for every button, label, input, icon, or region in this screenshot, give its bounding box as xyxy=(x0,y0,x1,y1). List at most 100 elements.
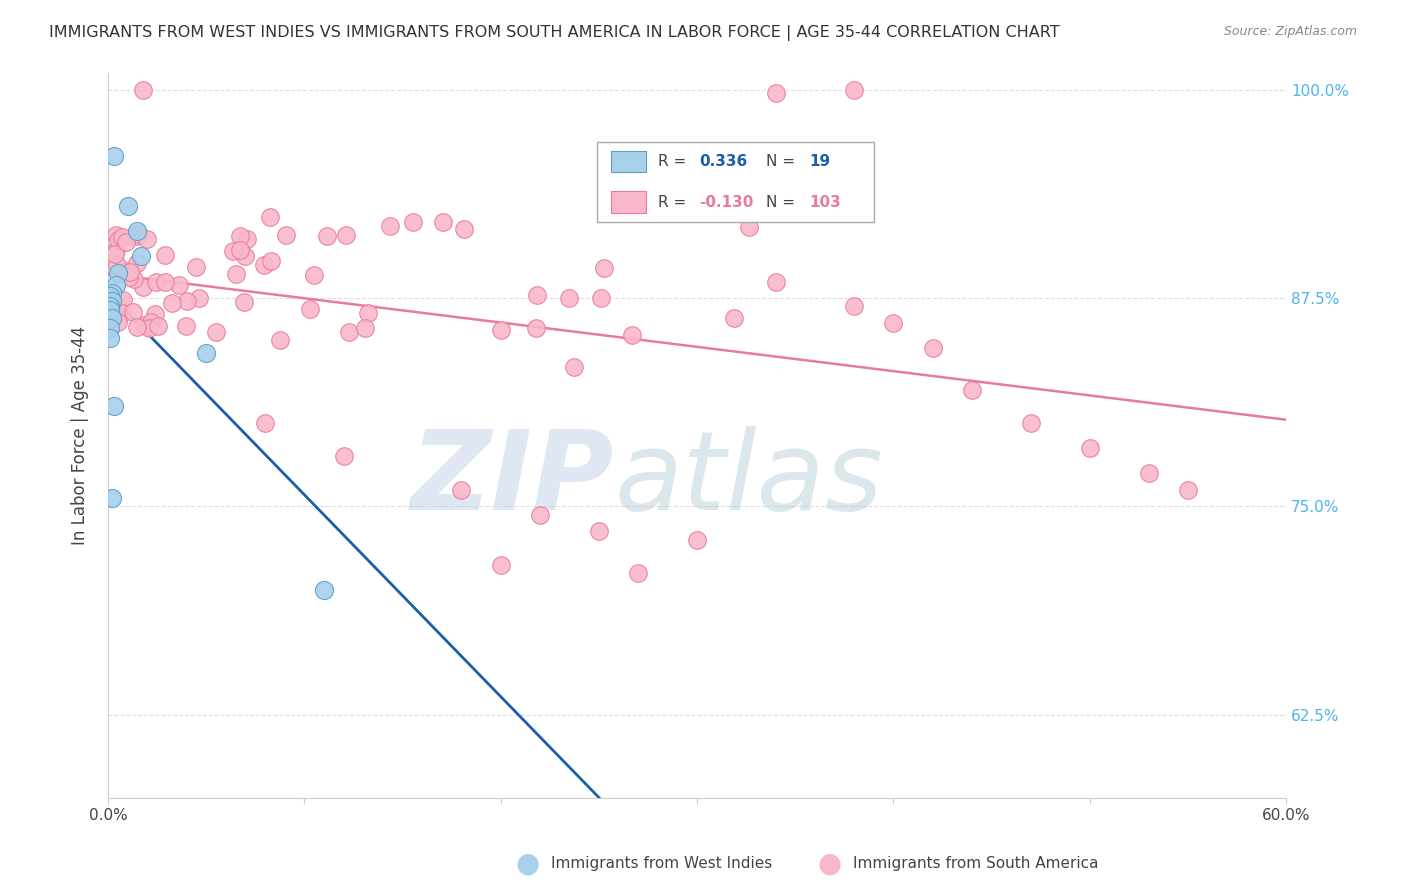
Point xyxy=(302,268,325,283)
Point xyxy=(131,249,153,263)
Point xyxy=(921,341,943,355)
Point xyxy=(233,250,256,264)
Point xyxy=(176,319,198,334)
Point xyxy=(153,275,176,289)
Point xyxy=(104,247,127,261)
Point xyxy=(357,306,380,320)
Point xyxy=(882,316,904,330)
Point xyxy=(162,296,184,310)
Point xyxy=(222,244,245,258)
Point xyxy=(188,291,211,305)
Point xyxy=(269,333,291,347)
Point xyxy=(153,247,176,261)
Point xyxy=(111,230,134,244)
Point xyxy=(127,227,149,242)
Point xyxy=(132,318,155,332)
Point xyxy=(765,86,787,100)
Point xyxy=(127,229,149,244)
Text: 19: 19 xyxy=(808,154,830,169)
Text: ●: ● xyxy=(817,849,842,878)
Point xyxy=(737,220,759,235)
Point xyxy=(524,321,547,335)
Point xyxy=(145,275,167,289)
Point xyxy=(125,319,148,334)
Point xyxy=(627,566,650,580)
Point xyxy=(254,416,277,430)
Point xyxy=(960,383,983,397)
Point xyxy=(235,232,257,246)
Point xyxy=(107,266,129,280)
Point xyxy=(765,275,787,289)
Point xyxy=(647,841,669,855)
Text: Immigrants from South America: Immigrants from South America xyxy=(853,856,1099,871)
Point xyxy=(138,321,160,335)
Text: Immigrants from West Indies: Immigrants from West Indies xyxy=(551,856,772,871)
Point xyxy=(103,400,125,414)
Point xyxy=(127,224,149,238)
Point xyxy=(558,291,581,305)
Text: 103: 103 xyxy=(808,194,841,210)
Text: Source: ZipAtlas.com: Source: ZipAtlas.com xyxy=(1223,25,1357,38)
Point xyxy=(337,325,360,339)
Point xyxy=(111,306,134,320)
Point xyxy=(259,210,281,224)
Point xyxy=(127,256,149,270)
Point xyxy=(111,293,134,308)
Point xyxy=(260,254,283,268)
Point xyxy=(139,315,162,329)
Point xyxy=(1137,466,1160,480)
Point xyxy=(107,234,129,248)
Point xyxy=(105,298,128,312)
Point xyxy=(101,311,124,326)
Point xyxy=(101,285,124,300)
Point xyxy=(315,228,337,243)
Point xyxy=(195,346,218,360)
Point xyxy=(98,292,121,306)
Text: 0.336: 0.336 xyxy=(699,154,748,169)
Point xyxy=(529,508,551,522)
Point xyxy=(225,267,247,281)
Point xyxy=(104,277,127,292)
Point xyxy=(122,272,145,286)
Point xyxy=(1078,441,1101,455)
Text: -0.130: -0.130 xyxy=(699,194,754,210)
Point xyxy=(232,294,254,309)
Point xyxy=(354,321,377,335)
Point xyxy=(176,294,198,309)
Point xyxy=(229,229,252,244)
Point xyxy=(489,558,512,572)
Point xyxy=(98,289,121,303)
Bar xyxy=(598,142,873,221)
Point xyxy=(335,228,357,243)
Y-axis label: In Labor Force | Age 35-44: In Labor Force | Age 35-44 xyxy=(72,326,89,545)
Text: ●: ● xyxy=(515,849,540,878)
Point xyxy=(135,232,157,246)
Point xyxy=(229,243,252,257)
Point xyxy=(842,83,865,97)
Point xyxy=(184,260,207,274)
Point xyxy=(107,316,129,330)
Point xyxy=(1177,483,1199,497)
Point xyxy=(120,264,142,278)
Point xyxy=(132,280,155,294)
Point xyxy=(103,149,125,163)
Point xyxy=(562,360,585,375)
Point xyxy=(253,258,276,272)
Bar xyxy=(612,191,647,213)
Text: R =: R = xyxy=(658,194,692,210)
Point xyxy=(98,321,121,335)
Text: R =: R = xyxy=(658,154,692,169)
Point xyxy=(117,199,139,213)
Point xyxy=(1019,416,1042,430)
Point xyxy=(588,524,610,539)
Point xyxy=(105,258,128,272)
Point xyxy=(98,312,121,326)
Point xyxy=(432,215,454,229)
Text: N =: N = xyxy=(766,154,800,169)
Point xyxy=(402,215,425,229)
Point xyxy=(104,227,127,242)
Text: N =: N = xyxy=(766,194,800,210)
Point xyxy=(453,221,475,235)
Point xyxy=(620,328,643,343)
Point xyxy=(526,288,548,302)
